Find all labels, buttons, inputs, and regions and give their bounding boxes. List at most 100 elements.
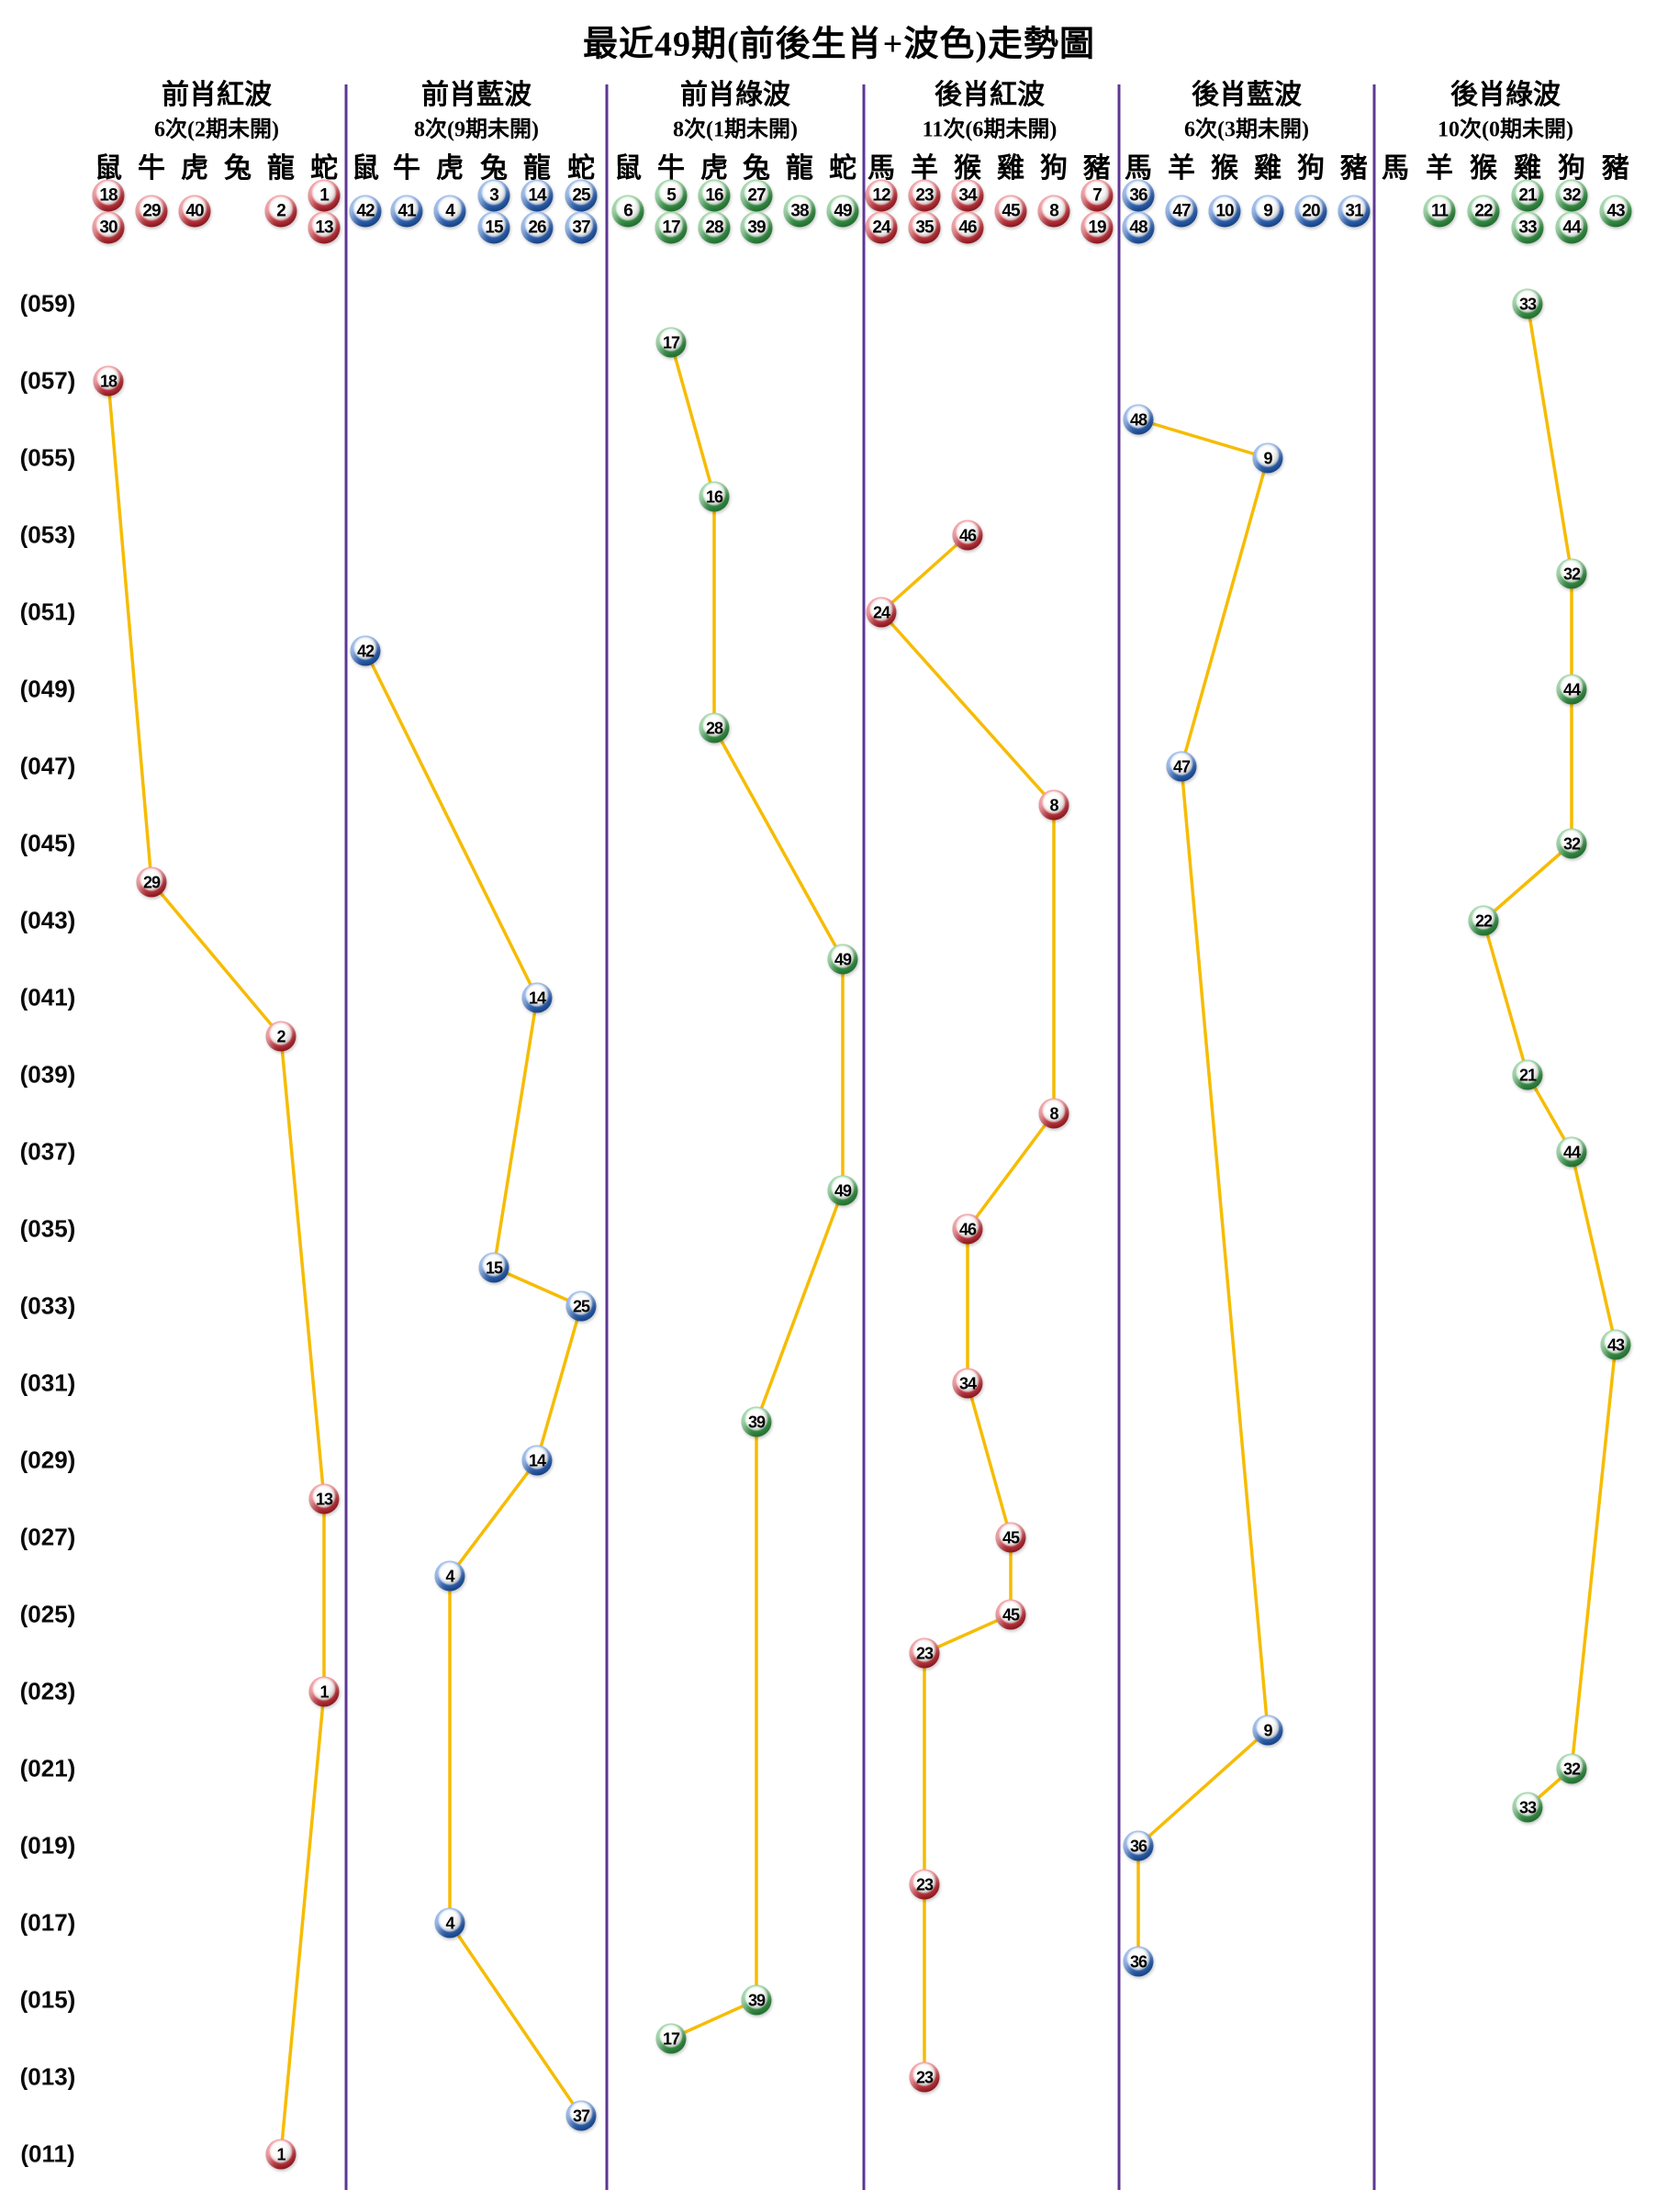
ball-number: 16	[705, 487, 723, 506]
zodiac-header: 馬	[1382, 153, 1409, 184]
header-ball: 20	[1294, 195, 1327, 228]
header-ball: 31	[1338, 195, 1371, 228]
header-ball: 1	[308, 179, 341, 212]
zodiac-header: 羊	[911, 153, 938, 184]
zodiac-header: 豬	[1083, 153, 1111, 184]
chart-ball: 25	[565, 1290, 597, 1322]
ball-number: 28	[705, 719, 723, 737]
zodiac-header: 龍	[267, 153, 295, 184]
trend-line	[1482, 302, 1617, 1809]
chart-ball: 4	[434, 1907, 465, 1938]
ball-number: 23	[915, 1875, 934, 1894]
axis-label: (057)	[19, 366, 76, 395]
zodiac-header: 羊	[1426, 153, 1453, 184]
ball-number: 24	[872, 603, 890, 621]
ball-number: 1	[319, 185, 330, 206]
chart-ball: 33	[1512, 1792, 1543, 1823]
ball-number: 10	[1215, 201, 1234, 221]
chart-ball: 34	[952, 1368, 983, 1399]
ball-number: 39	[747, 1991, 766, 2009]
header-ball: 39	[740, 211, 773, 244]
zodiac-header: 蛇	[567, 153, 595, 184]
ball-number: 27	[747, 185, 766, 206]
zodiac-header: 羊	[1168, 153, 1195, 184]
chart-ball: 9	[1252, 1715, 1283, 1746]
chart-ball: 44	[1556, 1136, 1587, 1167]
axis-label: (051)	[19, 598, 76, 626]
chart-ball: 13	[308, 1483, 340, 1514]
axis-label: (021)	[19, 1754, 76, 1782]
ball-number: 29	[142, 873, 161, 891]
trend-line	[106, 379, 326, 2156]
ball-number: 15	[485, 1258, 503, 1277]
ball-number: 4	[445, 201, 455, 221]
ball-number: 31	[1345, 201, 1363, 221]
section-title: 前肖藍波	[421, 80, 532, 110]
header-ball: 22	[1467, 195, 1500, 228]
zodiac-header: 鼠	[614, 153, 642, 184]
ball-number: 23	[915, 185, 934, 206]
axis-label: (033)	[19, 1291, 76, 1320]
section-divider	[1372, 84, 1376, 2190]
header-ball: 43	[1599, 195, 1632, 228]
ball-number: 25	[572, 185, 590, 206]
chart-ball: 29	[136, 866, 167, 898]
ball-number: 44	[1562, 1143, 1581, 1161]
ball-number: 17	[662, 2029, 680, 2048]
ball-number: 7	[1092, 185, 1103, 206]
chart-ball: 32	[1556, 558, 1587, 589]
ball-number: 33	[1518, 295, 1537, 313]
chart-ball: 24	[866, 597, 897, 628]
zodiac-header: 雞	[997, 153, 1024, 184]
ball-number: 6	[623, 201, 633, 221]
header-ball: 24	[865, 211, 898, 244]
header-ball: 7	[1080, 179, 1114, 212]
section-title: 前肖綠波	[680, 80, 790, 110]
chart-ball: 36	[1123, 1946, 1154, 1977]
ball-number: 5	[666, 185, 677, 206]
zodiac-header: 鼠	[352, 153, 379, 184]
header-ball: 46	[951, 211, 984, 244]
header-ball: 34	[951, 179, 984, 212]
chart-ball: 42	[350, 635, 381, 666]
ball-number: 41	[397, 201, 416, 221]
ball-number: 8	[1049, 796, 1058, 814]
header-ball: 21	[1511, 179, 1544, 212]
ball-number: 3	[489, 185, 499, 206]
ball-number: 9	[1263, 1721, 1272, 1739]
zodiac-header: 兔	[743, 153, 770, 184]
ball-number: 23	[915, 1644, 934, 1662]
chart-ball: 23	[909, 2061, 940, 2093]
section-divider	[862, 84, 866, 2190]
section-count: 10次(0期未開)	[1438, 117, 1573, 142]
axis-label: (049)	[19, 675, 76, 703]
axis-label: (059)	[19, 289, 76, 318]
ball-number: 42	[356, 642, 375, 660]
ball-number: 13	[315, 1490, 333, 1508]
header-ball: 44	[1555, 211, 1588, 244]
chart-ball: 8	[1038, 789, 1069, 821]
section-count: 6次(2期未開)	[154, 117, 279, 142]
header-ball: 42	[349, 195, 382, 228]
chart-ball: 48	[1123, 404, 1154, 435]
zodiac-header: 龍	[786, 153, 813, 184]
ball-number: 39	[747, 1413, 766, 1431]
axis-label: (017)	[19, 1908, 76, 1937]
header-ball: 36	[1122, 179, 1155, 212]
trend-line	[879, 533, 1056, 2079]
header-ball: 27	[740, 179, 773, 212]
section-title: 後肖綠波	[1450, 80, 1561, 110]
ball-number: 33	[1518, 218, 1537, 238]
header-ball: 41	[390, 195, 423, 228]
ball-number: 34	[958, 1374, 977, 1392]
chart-ball: 22	[1468, 905, 1499, 936]
ball-number: 47	[1172, 201, 1191, 221]
header-ball: 6	[611, 195, 644, 228]
ball-number: 22	[1474, 911, 1493, 930]
ball-number: 18	[99, 185, 118, 206]
zodiac-header: 猴	[1470, 153, 1497, 184]
chart-ball: 32	[1556, 828, 1587, 859]
ball-number: 20	[1302, 201, 1320, 221]
axis-label: (015)	[19, 1985, 76, 2014]
ball-number: 4	[445, 1914, 454, 1932]
